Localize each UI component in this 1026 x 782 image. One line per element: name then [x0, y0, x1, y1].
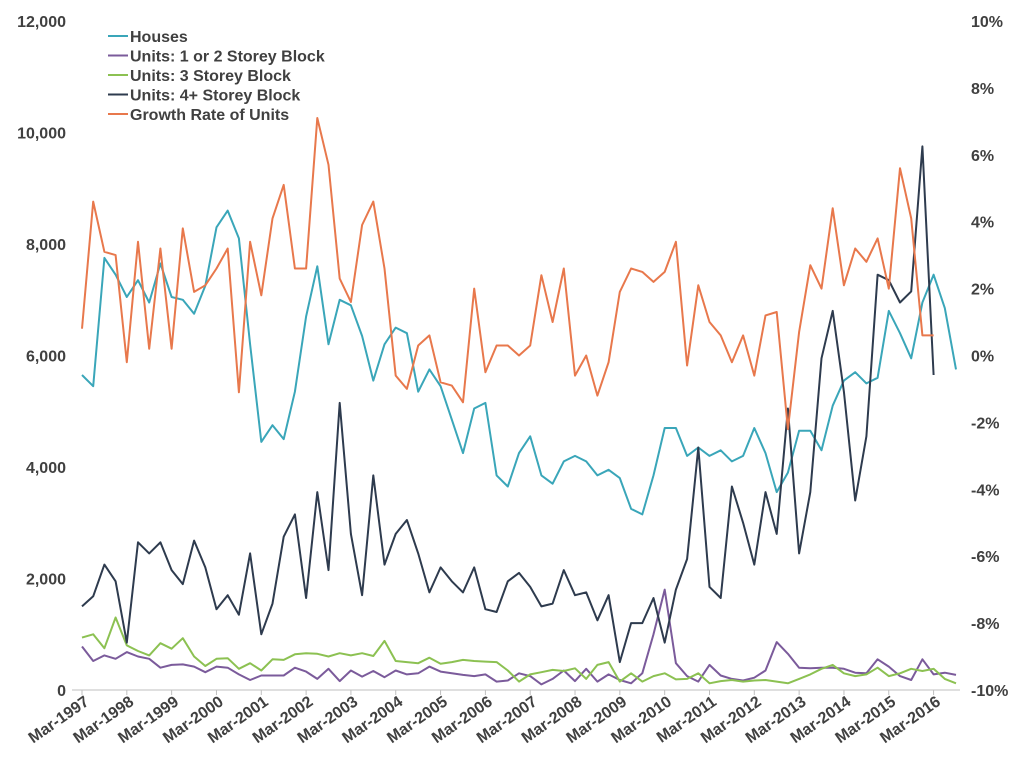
legend-label: Houses — [130, 29, 188, 46]
y-tick-label: 2,000 — [26, 572, 66, 589]
y2-tick-label: -2% — [971, 415, 999, 432]
legend: Houses Units: 1 or 2 Storey Block Units: 3… — [108, 29, 325, 124]
series-line-units-4-storey-block — [81, 145, 935, 664]
legend-label: Units: 3 Storey Block — [130, 68, 291, 85]
y-tick-label: 8,000 — [26, 237, 66, 254]
series-line-units-1-or-2-storey-block — [81, 588, 957, 686]
y-tick-label: 4,000 — [26, 460, 66, 477]
y2-tick-label: -10% — [971, 683, 1008, 700]
y2-tick-label: 8% — [971, 81, 994, 98]
right-y-axis: -10% -8% -6% -4% -2% 0% 2% 4% 6% 8% 10% — [971, 14, 1008, 700]
y-tick-label: 10,000 — [17, 126, 66, 143]
series-line-growth-rate-of-units — [81, 117, 934, 431]
legend-label: Units: 1 or 2 Storey Block — [130, 49, 325, 66]
series-lines — [81, 117, 957, 686]
legend-label: Growth Rate of Units — [130, 107, 289, 124]
y-tick-label: 12,000 — [17, 14, 66, 31]
left-y-axis: 0 2,000 4,000 6,000 8,000 10,000 12,000 — [17, 14, 66, 700]
series-line-units-3-storey-block — [81, 616, 957, 685]
series-line-houses — [81, 209, 957, 516]
y2-tick-label: 2% — [971, 282, 994, 299]
x-axis: Mar-1997Mar-1998Mar-1999Mar-2000Mar-2001… — [26, 690, 944, 747]
y2-tick-label: -4% — [971, 482, 999, 499]
y-tick-label: 6,000 — [26, 349, 66, 366]
y2-tick-label: 4% — [971, 215, 994, 232]
y2-tick-label: 0% — [971, 349, 994, 366]
y-tick-label: 0 — [57, 683, 66, 700]
y2-tick-label: 6% — [971, 148, 994, 165]
y2-tick-label: 10% — [971, 14, 1003, 31]
y2-tick-label: -6% — [971, 549, 999, 566]
legend-label: Units: 4+ Storey Block — [130, 88, 300, 105]
y2-tick-label: -8% — [971, 616, 999, 633]
